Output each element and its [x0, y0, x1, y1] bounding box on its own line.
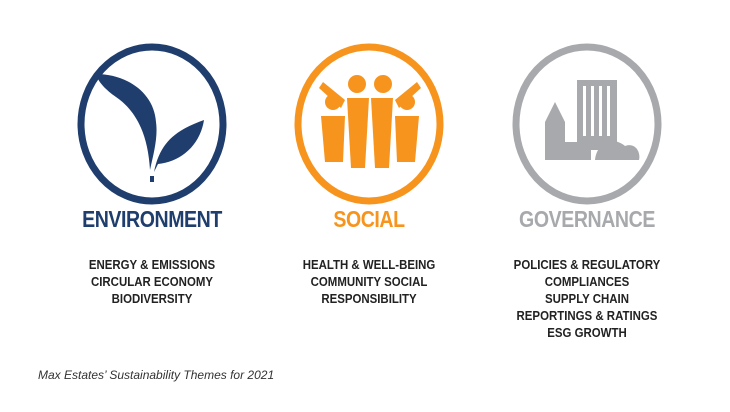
buildings-icon	[512, 43, 662, 205]
theme-items: ENERGY & EMISSIONS CIRCULAR ECONOMY BIOD…	[46, 256, 257, 307]
theme-item: ESG GROWTH	[547, 325, 627, 340]
theme-item: HEALTH & WELL-BEING	[302, 257, 436, 272]
theme-item: COMMUNITY SOCIAL	[310, 274, 428, 289]
theme-title: SOCIAL	[333, 206, 405, 232]
theme-item: RESPONSIBILITY	[321, 291, 417, 306]
theme-item: BIODIVERSITY	[111, 291, 193, 306]
theme-item: SUPPLY CHAIN	[545, 291, 629, 306]
theme-item: CIRCULAR ECONOMY	[90, 274, 214, 289]
theme-items: HEALTH & WELL-BEING COMMUNITY SOCIAL RES…	[263, 256, 474, 307]
theme-title: ENVIRONMENT	[82, 206, 222, 232]
caption: Max Estates’ Sustainability Themes for 2…	[38, 368, 275, 382]
leaf-icon	[77, 43, 227, 205]
theme-item: ENERGY & EMISSIONS	[88, 257, 216, 272]
theme-item: COMPLIANCES	[544, 274, 630, 289]
theme-title: GOVERNANCE	[519, 206, 655, 232]
theme-item: REPORTINGS & RATINGS	[516, 308, 658, 323]
theme-item: POLICIES & REGULATORY	[513, 257, 661, 272]
theme-items: POLICIES & REGULATORY COMPLIANCES SUPPLY…	[481, 256, 692, 341]
people-icon	[294, 43, 444, 205]
